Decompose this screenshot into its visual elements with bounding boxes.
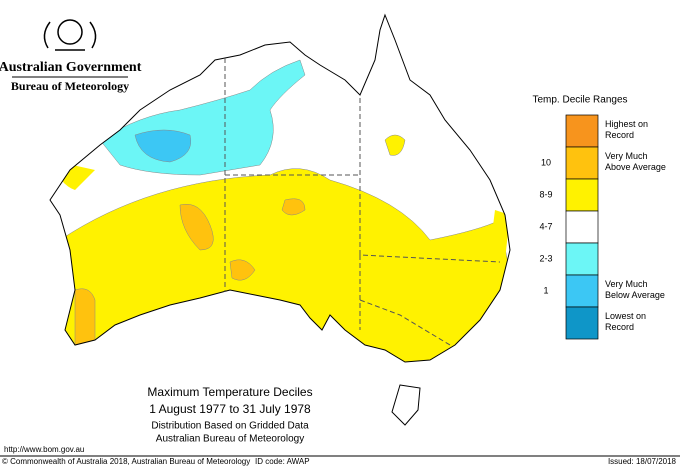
footer-url: http://www.bom.gov.au	[4, 445, 84, 454]
issued: Issued: 18/07/2018	[608, 457, 677, 466]
legend-swatch	[565, 114, 599, 148]
id-code: ID code: AWAP	[255, 457, 310, 466]
legend-label: Very Much Below Average	[605, 279, 665, 300]
bureau: Bureau of Meteorology	[11, 79, 129, 93]
tasmania	[391, 384, 421, 426]
legend-range: 10	[541, 157, 551, 167]
legend-range: 8-9	[539, 189, 552, 199]
legend-swatch	[565, 242, 599, 276]
agency: Australian Government	[0, 60, 142, 75]
legend-swatch	[565, 178, 599, 212]
caption-title: Maximum Temperature Deciles	[147, 385, 312, 399]
legend-swatch	[565, 274, 599, 308]
caption-period: 1 August 1977 to 31 July 1978	[149, 402, 311, 416]
copyright: © Commonwealth of Australia 2018, Austra…	[2, 457, 250, 466]
legend-range: 4-7	[539, 221, 552, 231]
legend-range: 1	[543, 285, 548, 295]
legend-swatch	[565, 210, 599, 244]
legend-title: Temp. Decile Ranges	[532, 95, 627, 106]
legend: Highest on Record 10 Very Much Above Average…	[539, 114, 666, 340]
caption-line: Australian Bureau of Meteorology	[156, 434, 304, 445]
caption-line: Distribution Based on Gridded Data	[151, 421, 309, 432]
legend-range: 2-3	[539, 253, 552, 263]
state-borders	[224, 58, 501, 346]
legend-label: Very Much Above Average	[605, 151, 666, 172]
legend-label: Highest on Record	[605, 119, 648, 140]
legend-swatch	[565, 146, 599, 180]
legend-label: Lowest on Record	[605, 311, 646, 332]
crest	[43, 19, 97, 51]
legend-swatch	[565, 306, 599, 340]
